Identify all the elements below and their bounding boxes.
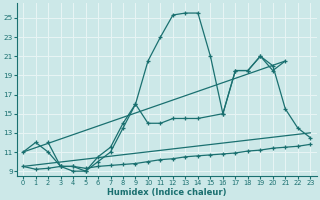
X-axis label: Humidex (Indice chaleur): Humidex (Indice chaleur) xyxy=(107,188,227,197)
